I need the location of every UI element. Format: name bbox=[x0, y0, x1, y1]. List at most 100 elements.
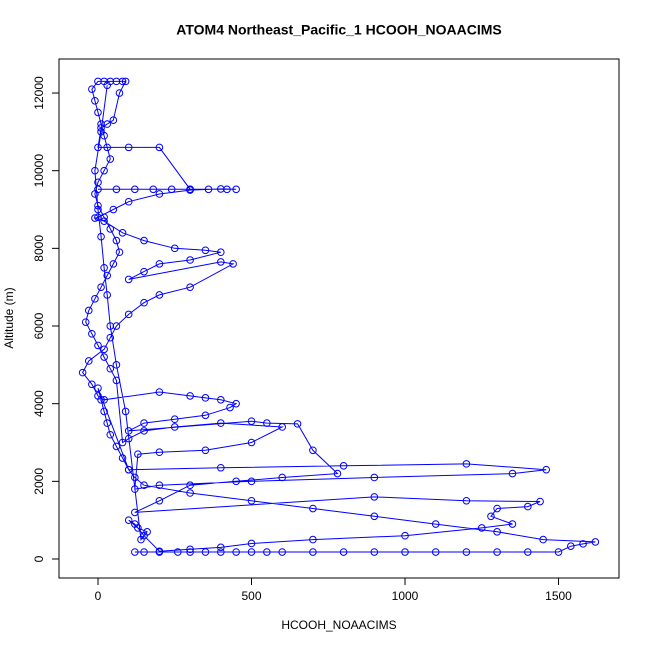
data-point bbox=[140, 419, 148, 427]
data-point bbox=[232, 399, 240, 408]
data-point bbox=[278, 548, 287, 556]
data-point bbox=[97, 124, 105, 132]
data-point bbox=[84, 306, 93, 315]
data-point bbox=[103, 120, 112, 128]
data-point bbox=[216, 548, 225, 556]
data-point bbox=[579, 540, 587, 548]
data-point bbox=[140, 298, 148, 307]
data-point bbox=[88, 329, 96, 338]
data-point bbox=[186, 481, 194, 490]
data-point bbox=[106, 322, 115, 330]
data-point bbox=[542, 465, 551, 474]
data-point bbox=[201, 411, 210, 420]
data-point bbox=[263, 419, 271, 427]
y-tick-label: 2000 bbox=[32, 468, 46, 495]
data-point bbox=[431, 520, 440, 528]
data-point bbox=[174, 548, 182, 556]
data-point bbox=[536, 497, 544, 506]
data-point bbox=[121, 77, 130, 86]
data-point bbox=[103, 81, 112, 90]
data-point bbox=[94, 143, 102, 152]
data-point bbox=[140, 267, 148, 276]
data-point bbox=[124, 516, 133, 524]
data-point bbox=[278, 473, 287, 482]
data-point bbox=[124, 143, 133, 152]
data-point bbox=[124, 310, 133, 319]
x-tick-label: 1000 bbox=[392, 589, 419, 603]
data-point bbox=[106, 225, 115, 233]
data-point bbox=[131, 185, 139, 194]
data-point bbox=[88, 380, 96, 389]
data-point bbox=[103, 419, 112, 427]
data-point bbox=[124, 197, 133, 206]
data-point bbox=[216, 248, 225, 257]
data-point bbox=[309, 446, 317, 455]
data-point bbox=[462, 460, 471, 468]
data-point bbox=[155, 260, 164, 268]
y-tick-label: 10000 bbox=[32, 154, 46, 188]
data-point bbox=[462, 548, 471, 556]
data-point bbox=[112, 361, 121, 369]
data-point bbox=[100, 353, 108, 361]
data-point bbox=[309, 548, 317, 556]
data-point bbox=[103, 271, 112, 280]
data-point bbox=[186, 186, 194, 194]
data-point bbox=[232, 548, 240, 556]
data-point bbox=[216, 543, 225, 552]
data-point bbox=[94, 108, 102, 117]
data-point bbox=[91, 96, 99, 105]
data-point bbox=[431, 548, 440, 556]
data-point bbox=[554, 548, 563, 556]
chart-title: ATOM4 Northeast_Pacific_1 HCOOH_NOAACIMS bbox=[176, 22, 501, 38]
data-point bbox=[91, 295, 99, 303]
data-point bbox=[170, 415, 179, 424]
data-point bbox=[524, 548, 532, 556]
data-point bbox=[100, 345, 108, 354]
data-point bbox=[186, 545, 194, 554]
data-point bbox=[131, 473, 139, 482]
data-point bbox=[155, 291, 164, 299]
data-point bbox=[94, 341, 102, 350]
data-point bbox=[100, 407, 108, 416]
data-point bbox=[539, 535, 547, 544]
data-point bbox=[216, 395, 225, 404]
data-point bbox=[112, 376, 121, 385]
data-point bbox=[247, 477, 256, 486]
data-point bbox=[140, 548, 148, 556]
data-point bbox=[149, 185, 158, 194]
data-point bbox=[370, 493, 379, 501]
y-tick-label: 4000 bbox=[32, 390, 46, 417]
data-point bbox=[493, 548, 501, 556]
data-point bbox=[112, 236, 121, 245]
data-point bbox=[155, 496, 164, 505]
data-point bbox=[170, 244, 179, 253]
y-tick-label: 12000 bbox=[32, 76, 46, 110]
data-point bbox=[186, 489, 194, 497]
data-point bbox=[247, 438, 256, 447]
data-point bbox=[186, 548, 194, 556]
data-point bbox=[131, 508, 139, 517]
data-point bbox=[247, 548, 256, 556]
data-line bbox=[82, 80, 596, 553]
data-point bbox=[121, 407, 130, 416]
data-point bbox=[106, 364, 115, 373]
data-point bbox=[94, 213, 102, 222]
data-point bbox=[140, 481, 148, 490]
data-point bbox=[309, 535, 317, 544]
data-point bbox=[94, 201, 102, 210]
y-tick-label: 8000 bbox=[32, 235, 46, 262]
data-point bbox=[201, 548, 210, 556]
data-point bbox=[493, 504, 501, 513]
data-point bbox=[103, 291, 112, 299]
data-point bbox=[401, 548, 409, 556]
data-point bbox=[186, 392, 194, 400]
data-point bbox=[278, 423, 287, 431]
data-point bbox=[186, 256, 194, 264]
x-tick-label: 1500 bbox=[545, 589, 572, 603]
data-point bbox=[401, 531, 409, 540]
data-point bbox=[167, 185, 176, 194]
data-point bbox=[140, 236, 148, 245]
data-point bbox=[131, 485, 139, 493]
